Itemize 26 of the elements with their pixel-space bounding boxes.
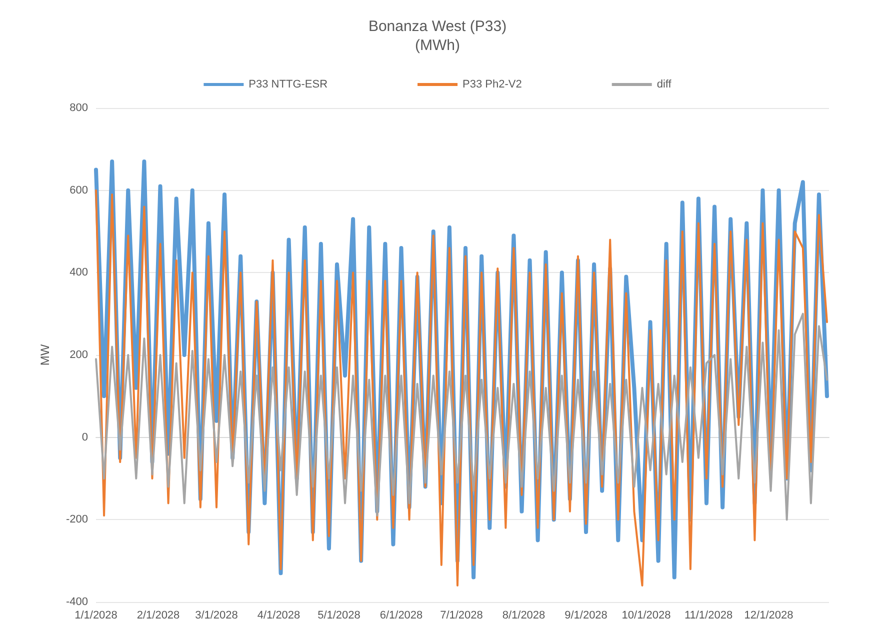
y-tick-label: 200 xyxy=(70,349,88,361)
x-tick-label: 10/1/2028 xyxy=(622,610,671,622)
x-tick-label: 1/1/2028 xyxy=(74,610,118,622)
y-tick-label: 800 xyxy=(70,102,88,114)
x-tick-label: 6/1/2028 xyxy=(380,610,423,622)
y-tick-label: 600 xyxy=(70,184,88,196)
line-series xyxy=(95,312,828,521)
y-tick-label: 0 xyxy=(82,431,88,444)
chart-title: Bonanza West (P33) xyxy=(368,18,507,35)
x-tick-label: 12/1/2028 xyxy=(744,610,794,622)
x-tick-label: 3/1/2028 xyxy=(195,610,238,622)
chart-subtitle: (MWh) xyxy=(415,37,460,54)
x-tick-label: 2/1/2028 xyxy=(136,610,180,622)
x-tick-label: 7/1/2028 xyxy=(440,610,483,622)
legend-label: diff xyxy=(656,78,672,90)
legend-label: P33 Ph2-V2 xyxy=(462,78,522,90)
y-axis-title: MW xyxy=(38,344,52,366)
x-tick-label: 5/1/2028 xyxy=(318,610,360,622)
x-tick-label: 9/1/2028 xyxy=(564,610,608,622)
y-tick-label: 400 xyxy=(70,266,88,279)
x-tick-label: 4/1/2028 xyxy=(257,610,300,622)
x-tick-label: 8/1/2028 xyxy=(502,610,546,622)
legend-label: P33 NTTG-ESR xyxy=(248,78,328,90)
x-tick-label: 11/1/2028 xyxy=(684,610,733,622)
y-tick-label: -400 xyxy=(66,596,88,608)
y-tick-label: -200 xyxy=(66,514,88,526)
